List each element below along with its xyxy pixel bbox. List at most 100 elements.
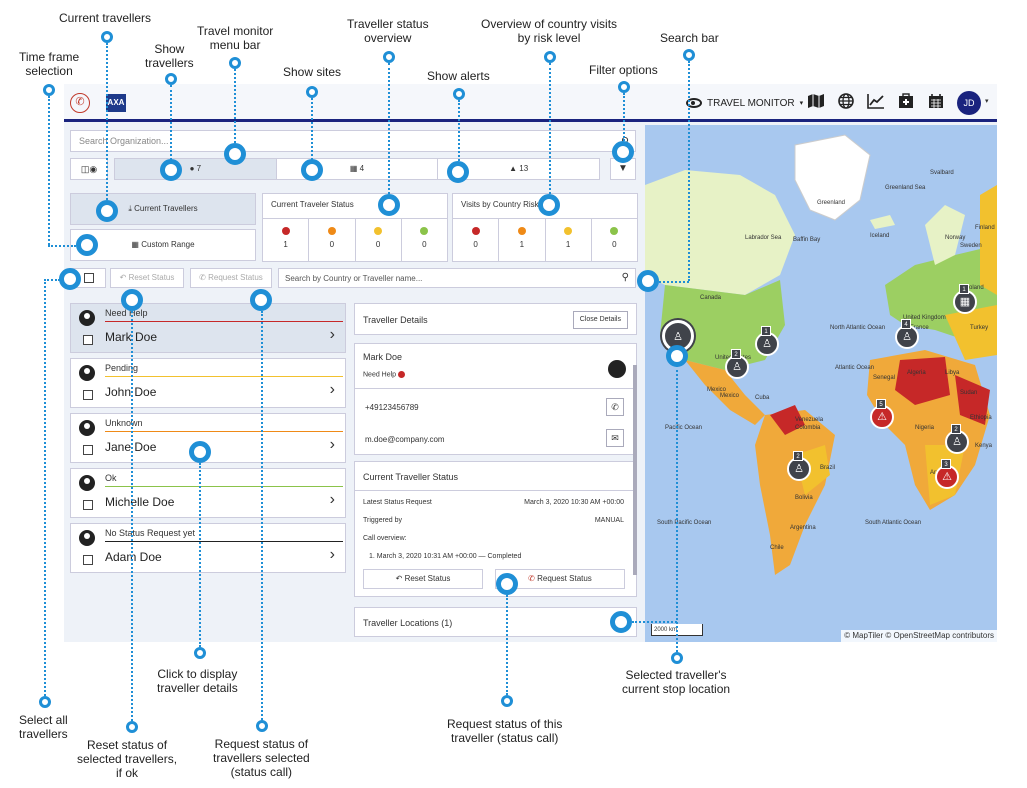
show-alerts-tab[interactable]: ▲ 13 xyxy=(438,159,599,179)
axa-logo: AXA xyxy=(106,94,126,112)
pin-count: 1 xyxy=(761,326,771,336)
pin-count: 1 xyxy=(959,284,969,294)
person-icon xyxy=(79,420,95,436)
map-cluster-pin[interactable]: 5 ⚠ xyxy=(870,399,894,429)
callout-country-visits: Overview of country visits by risk level xyxy=(481,17,618,45)
chevron-right-icon[interactable]: › xyxy=(329,381,335,398)
traveller-status-cell[interactable]: 0 xyxy=(356,219,402,261)
map-cluster-pin[interactable]: 2 ♙ xyxy=(945,424,969,454)
travel-monitor-app: ✆ AXA TRAVEL MONITOR ▾ JD ▾ Search Organ… xyxy=(64,84,997,642)
map-cluster-pin[interactable]: 1 ♙ xyxy=(755,326,779,356)
eye-icon xyxy=(686,98,702,108)
traveller-card[interactable]: Unknown Jane Doe › xyxy=(70,413,346,463)
calendar-icon[interactable] xyxy=(926,93,946,113)
map-cluster-pin[interactable]: 3 ⚠ xyxy=(935,459,959,489)
callout-line xyxy=(623,93,625,141)
callout-request-selected: Request status of travellers selected (sta… xyxy=(213,737,310,779)
callout-filter-options: Filter options xyxy=(589,63,658,77)
country-risk-cell[interactable]: 0 xyxy=(592,219,637,261)
search-icon[interactable]: ⚲ xyxy=(621,272,629,283)
map-cluster-pin[interactable]: 2 ♙ xyxy=(725,349,749,379)
select-all-checkbox[interactable] xyxy=(84,273,94,283)
map-label: Iceland xyxy=(870,233,890,239)
caret-down-icon[interactable]: ▾ xyxy=(985,98,989,105)
show-travellers-tab[interactable]: ● 7 xyxy=(115,159,277,179)
traveller-status-cell[interactable]: 0 xyxy=(402,219,447,261)
chart-icon[interactable] xyxy=(866,93,886,113)
close-details-button[interactable]: Close Details xyxy=(572,311,628,329)
callout-request-this: Request status of this traveller (status … xyxy=(447,717,563,745)
details-request-status-button[interactable]: ✆ Request Status xyxy=(495,569,625,589)
undo-icon: ↶ xyxy=(119,273,127,282)
status-color-dot xyxy=(517,227,526,235)
details-title: Traveller Details xyxy=(363,315,428,325)
traveller-card[interactable]: Need Help Mark Doe › xyxy=(70,303,346,353)
building-icon: ▦ xyxy=(349,164,358,173)
map-cluster-pin[interactable]: 4 ♙ xyxy=(895,319,919,349)
travel-monitor-dropdown[interactable]: TRAVEL MONITOR ▾ xyxy=(686,92,803,114)
traveller-status-cell[interactable]: 1 xyxy=(263,219,310,261)
details-reset-label: Reset Status xyxy=(404,574,451,583)
traveller-search-input[interactable]: Search by Country or Traveller name... ⚲ xyxy=(278,268,636,288)
map-label: North Atlantic Ocean xyxy=(830,325,886,331)
callout-dot xyxy=(538,194,560,216)
traveller-status-text: Need Help xyxy=(105,308,148,318)
chevron-right-icon[interactable]: › xyxy=(329,326,335,343)
chevron-right-icon[interactable]: › xyxy=(329,546,335,563)
callout-line xyxy=(44,279,46,696)
chevron-right-icon[interactable]: › xyxy=(329,436,335,453)
traveller-card[interactable]: Ok Michelle Doe › xyxy=(70,468,346,518)
person-icon xyxy=(79,475,95,491)
traveller-checkbox[interactable] xyxy=(83,390,93,400)
reset-status-button[interactable]: ↶ Reset Status xyxy=(110,268,184,288)
traveller-locations-title: Traveller Locations (1) xyxy=(363,618,453,628)
contact-card: Mark Doe Need Help +49123456789 ✆ m.doe@… xyxy=(354,343,637,455)
map-icon[interactable] xyxy=(806,93,826,113)
sites-count: 4 xyxy=(359,164,365,173)
details-reset-status-button[interactable]: ↶ Reset Status xyxy=(363,569,483,589)
list-map-toggle[interactable]: ◫◉ xyxy=(70,158,108,180)
status-color-dot xyxy=(471,227,480,235)
phone-number: +49123456789 xyxy=(365,403,419,412)
medical-kit-icon[interactable] xyxy=(896,93,916,113)
country-risk-cell[interactable]: 1 xyxy=(546,219,592,261)
traveller-name: Adam Doe xyxy=(105,550,162,564)
custom-range-button[interactable]: ▦ Custom Range xyxy=(70,229,256,261)
globe-icon[interactable] xyxy=(836,93,856,113)
search-organization-input[interactable]: Search Organization... ⚲ xyxy=(70,130,636,152)
traveller-locations-card[interactable]: Traveller Locations (1) xyxy=(354,607,637,637)
user-avatar[interactable]: JD xyxy=(957,91,981,115)
person-icon xyxy=(79,365,95,381)
traveller-card[interactable]: No Status Request yet Adam Doe › xyxy=(70,523,346,573)
callout-dot xyxy=(224,143,246,165)
traveller-checkbox[interactable] xyxy=(83,445,93,455)
map-cluster-pin[interactable]: 2 ♙ xyxy=(787,451,811,481)
country-risk-count: 1 xyxy=(565,240,571,249)
traveller-status-overview: Current Traveler Status 1 0 0 0 xyxy=(262,193,448,262)
details-scrollbar[interactable] xyxy=(633,365,637,575)
callout-dot xyxy=(501,695,513,707)
triggered-label: Triggered by xyxy=(363,517,403,524)
email-button[interactable]: ✉ xyxy=(606,429,624,447)
callout-dot xyxy=(447,161,469,183)
traveller-checkbox[interactable] xyxy=(83,500,93,510)
filter-icon: ▼ xyxy=(618,163,628,174)
callout-dot xyxy=(59,268,81,290)
request-status-button[interactable]: ✆ Request Status xyxy=(190,268,272,288)
country-risk-cell[interactable]: 0 xyxy=(453,219,500,261)
map-cluster-pin[interactable]: 1 ▦ xyxy=(953,284,977,314)
phone-icon: ✆ xyxy=(199,273,206,282)
show-sites-tab[interactable]: ▦ 4 xyxy=(277,159,439,179)
status-actions: ↶ Reset Status ✆ Request Status xyxy=(363,569,628,589)
traveller-checkbox[interactable] xyxy=(83,555,93,565)
call-button[interactable]: ✆ xyxy=(606,398,624,416)
country-risk-cell[interactable]: 1 xyxy=(499,219,546,261)
callout-dot xyxy=(306,86,318,98)
chevron-right-icon[interactable]: › xyxy=(329,491,335,508)
country-risk-count: 0 xyxy=(473,240,478,249)
traveller-card[interactable]: Pending John Doe › xyxy=(70,358,346,408)
traveller-checkbox[interactable] xyxy=(83,335,93,345)
traveller-status-cell[interactable]: 0 xyxy=(309,219,356,261)
callout-dot xyxy=(76,234,98,256)
